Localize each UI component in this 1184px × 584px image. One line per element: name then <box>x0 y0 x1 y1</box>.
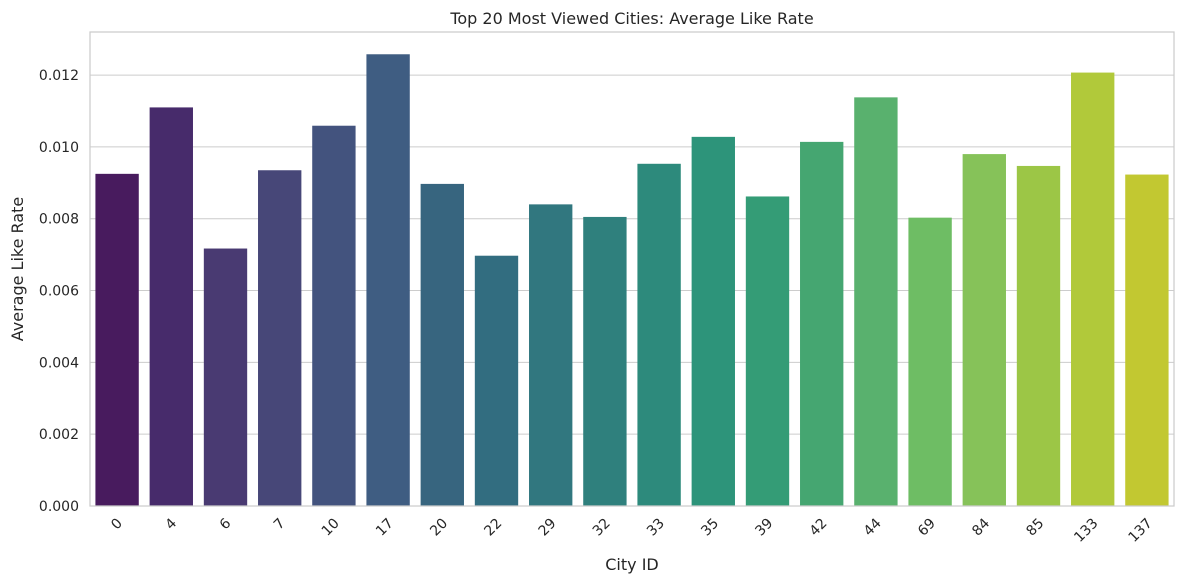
bar-city-85 <box>1016 165 1061 506</box>
x-tick-label: 133 <box>1071 516 1101 546</box>
x-tick-label: 85 <box>1023 516 1047 540</box>
x-tick-label: 39 <box>752 516 776 540</box>
chart-title: Top 20 Most Viewed Cities: Average Like … <box>449 9 813 28</box>
x-tick-label: 0 <box>108 516 126 534</box>
bar-city-84 <box>962 154 1006 506</box>
x-tick-label: 33 <box>644 516 668 540</box>
x-tick-labels: 0 4 6 7 10 17 20 22 29 32 33 35 39 42 44 69 84 85 133 137 <box>108 515 1155 545</box>
y-gridlines <box>90 74 1174 507</box>
bar-city-20 <box>420 183 464 507</box>
y-tick-labels: 0.000 0.002 0.004 0.006 0.008 0.010 0.012 <box>39 68 79 515</box>
bar-city-6 <box>203 248 248 507</box>
y-tick-label: 0.000 <box>39 499 79 515</box>
bar-city-39 <box>745 196 790 507</box>
bars <box>95 54 1169 507</box>
y-tick-label: 0.004 <box>39 355 79 371</box>
x-tick-label: 69 <box>915 516 939 540</box>
y-tick-label: 0.010 <box>39 140 79 156</box>
bar-city-7 <box>258 170 302 506</box>
x-axis-label: City ID <box>605 555 658 574</box>
x-tick-label: 7 <box>271 516 289 534</box>
bar-city-133 <box>1071 72 1115 506</box>
bar-city-29 <box>529 204 573 506</box>
x-tick-label: 17 <box>373 516 397 540</box>
bar-city-32 <box>583 216 627 506</box>
x-tick-label: 4 <box>163 515 181 533</box>
x-tick-label: 22 <box>481 516 505 540</box>
bar-city-137 <box>1125 174 1169 507</box>
x-tick-label: 35 <box>698 516 722 540</box>
x-tick-label: 42 <box>807 516 831 540</box>
x-tick-label: 6 <box>217 515 235 533</box>
y-tick-label: 0.012 <box>39 68 79 84</box>
bar-city-42 <box>800 141 844 506</box>
y-axis-label: Average Like Rate <box>8 197 27 341</box>
bar-city-35 <box>691 136 735 506</box>
x-tick-label: 137 <box>1126 516 1156 546</box>
bar-city-69 <box>908 217 952 506</box>
y-tick-label: 0.008 <box>39 212 79 228</box>
bar-city-17 <box>366 54 410 506</box>
x-tick-label: 10 <box>319 516 343 540</box>
bar-city-22 <box>474 255 519 506</box>
x-tick-label: 84 <box>969 515 993 539</box>
bar-city-4 <box>149 107 193 506</box>
x-tick-label: 44 <box>861 515 885 539</box>
x-tick-label: 20 <box>427 516 451 540</box>
y-tick-label: 0.002 <box>39 427 79 443</box>
bar-city-33 <box>637 163 681 506</box>
x-tick-label: 32 <box>590 516 614 540</box>
bar-city-10 <box>312 125 356 507</box>
bar-city-0 <box>95 173 139 506</box>
plot-frame <box>89 31 1175 507</box>
y-tick-label: 0.006 <box>39 284 79 300</box>
bar-city-44 <box>854 97 898 506</box>
x-tick-label: 29 <box>536 516 560 540</box>
